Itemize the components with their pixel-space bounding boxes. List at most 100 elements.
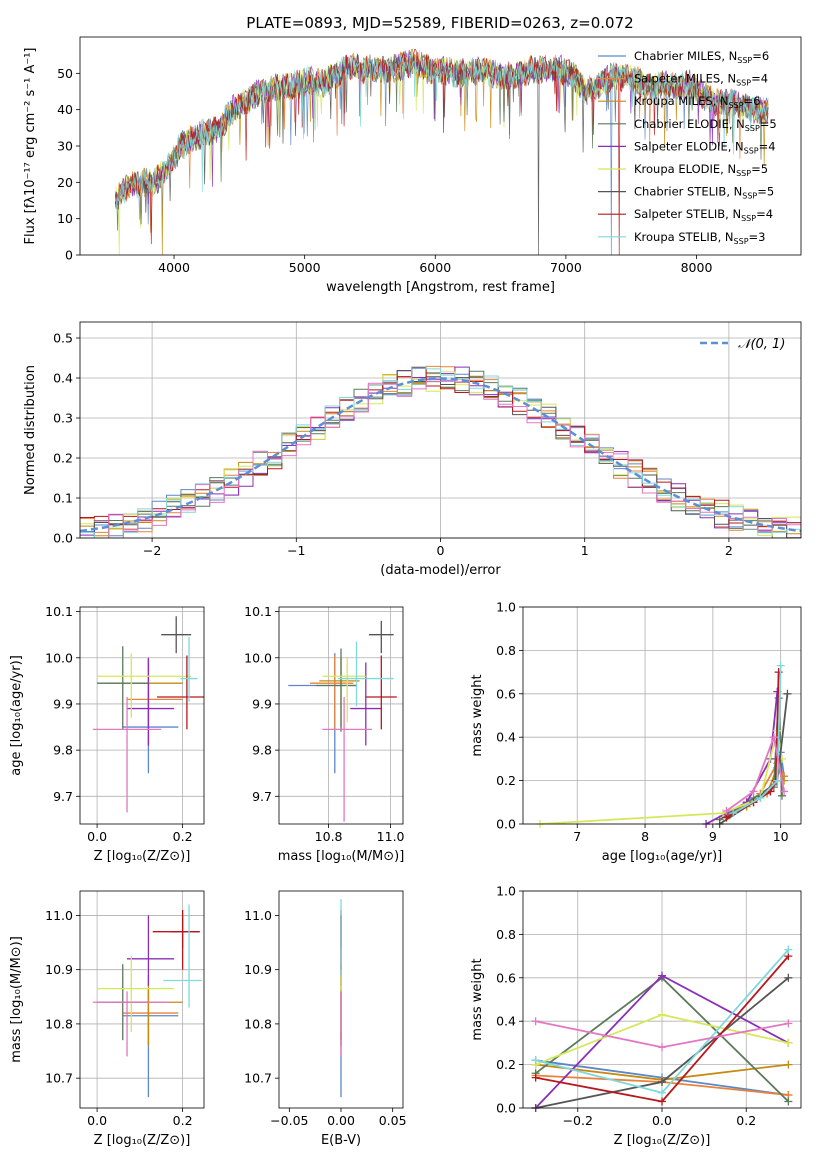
y-tick-label: 10.1 xyxy=(244,604,272,619)
mass-weight-marker xyxy=(658,1088,666,1097)
y-tick-label: 10.0 xyxy=(45,650,73,665)
mass-weight-marker xyxy=(784,1097,793,1106)
x-tick-label: 2 xyxy=(725,543,733,558)
y-tick-label: 9.7 xyxy=(53,789,73,804)
x-tick-label: 4000 xyxy=(158,260,190,275)
y-tick-label: 9.9 xyxy=(252,696,272,711)
mass-weight-marker xyxy=(749,787,758,796)
x-tick-label: 0.05 xyxy=(379,1113,407,1128)
y-tick-label: 0.2 xyxy=(496,1057,516,1072)
y-tick-label: 0.0 xyxy=(496,1101,516,1116)
mass-weight-marker xyxy=(780,787,789,796)
mass-weight-marker xyxy=(531,1073,540,1082)
y-tick-label: 1.0 xyxy=(496,884,516,899)
error-bars xyxy=(92,616,204,813)
mass-weight-marker xyxy=(778,791,787,800)
y-tick-label: 10.1 xyxy=(45,604,73,619)
residual-histograms xyxy=(80,365,801,538)
axes-frame xyxy=(79,321,802,539)
x-tick-label: 7000 xyxy=(550,260,582,275)
gaussian-reference-curve xyxy=(80,377,801,533)
y-tick-label: 0.8 xyxy=(496,927,516,942)
x-tick-label: −1 xyxy=(287,543,305,558)
x-axis-label: Z [log₁₀(Z/Z⊙)] xyxy=(614,1133,711,1148)
error-bars xyxy=(288,620,397,822)
mass-weight-marker xyxy=(776,661,785,670)
x-tick-label: −0.2 xyxy=(563,1113,593,1128)
x-tick-label: 0.00 xyxy=(327,1113,355,1128)
mass-weight-marker xyxy=(773,776,782,785)
y-axis-label: Normed distribution xyxy=(23,365,38,495)
mass-weight-marker xyxy=(784,973,793,982)
y-tick-label: 9.8 xyxy=(252,743,272,758)
error-bars xyxy=(92,904,202,1098)
x-tick-label: 9 xyxy=(709,829,717,844)
mass-weight-marker xyxy=(658,971,666,980)
mass-weight-marker xyxy=(531,1056,540,1065)
residual-histogram-step xyxy=(80,380,801,538)
legend-label: Salpeter ELODIE, NSSP=4 xyxy=(634,139,776,155)
y-tick-label: 0 xyxy=(65,248,73,263)
legend-label: 𝒩(0, 1) xyxy=(738,337,785,352)
y-tick-label: 10.0 xyxy=(244,650,272,665)
y-tick-label: 40 xyxy=(57,102,73,117)
spectrum-panel: 4000 5000 6000 7000 8000 0 10 20 30 40 50 wavelengt… xyxy=(23,36,802,295)
axes-frame xyxy=(278,606,404,825)
y-tick-label: 0.8 xyxy=(496,643,516,658)
y-tick-label: 50 xyxy=(57,66,73,81)
mass-weight-lines xyxy=(535,661,792,828)
y-tick-label: 0.6 xyxy=(496,970,516,985)
spectrum-series-line xyxy=(114,50,769,255)
x-axis-label: age [log₁₀(age/yr)] xyxy=(602,849,723,864)
x-axis-label: (data-model)/error xyxy=(380,563,501,578)
mass-weight-marker xyxy=(658,1077,666,1086)
x-tick-label: 5000 xyxy=(289,260,321,275)
y-axis-label: Flux [fλ10⁻¹⁷ erg cm⁻² s⁻¹ A⁻¹] xyxy=(23,48,38,245)
mass-weight-marker xyxy=(658,1043,666,1052)
axes-frame xyxy=(79,36,802,256)
x-axis-label: Z [log₁₀(Z/Z⊙)] xyxy=(94,1133,191,1148)
y-tick-label: 10.9 xyxy=(45,962,73,977)
mass-vs-metallicity-panel: 0.0 0.2 10.7 10.8 10.9 11.0 Z [log₁₀(Z/Z⊙)] mas… xyxy=(9,890,205,1148)
x-tick-label: 8000 xyxy=(681,260,713,275)
mass-weight-marker xyxy=(784,1038,793,1047)
y-tick-label: 10.7 xyxy=(45,1071,73,1086)
mass-weight-series-line xyxy=(732,665,782,814)
residuals-panel: −2 −1 0 1 2 0.0 0.1 0.2 0.3 0.4 0.5 (data-model)/er… xyxy=(23,321,802,578)
age-vs-mass-panel: 10.8 11.0 9.7 9.8 9.9 10.0 10.1 mass [log₁₀(M/M… xyxy=(244,604,404,864)
x-axis-label: mass [log₁₀(M/M⊙)] xyxy=(278,849,405,864)
mass-vs-extinction-panel: −0.05 0.00 0.05 10.7 10.8 10.9 11.0 E(B-V) xyxy=(244,890,407,1148)
axes-frame xyxy=(522,890,802,1109)
mass-weight-marker xyxy=(756,793,765,802)
x-tick-label: 0.0 xyxy=(652,1113,672,1128)
mass-weight-lines xyxy=(531,945,793,1112)
legend-label: Chabrier MILES, NSSP=6 xyxy=(634,49,769,65)
y-tick-label: 0.2 xyxy=(496,773,516,788)
mass-weight-marker xyxy=(784,945,793,954)
mass-weight-marker xyxy=(531,1017,540,1026)
mass-weight-marker xyxy=(729,809,738,818)
mass-weight-marker xyxy=(784,1060,793,1069)
y-tick-label: 0.4 xyxy=(496,1014,516,1029)
y-tick-label: 10 xyxy=(57,211,73,226)
legend-label: Kroupa ELODIE, NSSP=5 xyxy=(634,162,768,178)
x-axis-label: wavelength [Angstrom, rest frame] xyxy=(326,280,555,295)
x-tick-label: 0 xyxy=(437,543,445,558)
spectrum-series-line xyxy=(114,50,769,211)
y-tick-label: 0.6 xyxy=(496,686,516,701)
legend-label: Chabrier ELODIE, NSSP=5 xyxy=(634,117,777,133)
y-axis-label: age [log₁₀(age/yr)] xyxy=(9,655,24,776)
y-tick-label: 11.0 xyxy=(244,908,272,923)
mass-weight-vs-metallicity-panel: −0.2 0.0 0.2 0.0 0.2 0.4 0.6 0.8 1.0 Z [log₁₀(Z/Z… xyxy=(470,884,802,1148)
mass-weight-marker xyxy=(658,1097,666,1106)
y-tick-label: 0.4 xyxy=(53,371,73,386)
spectrum-title: PLATE=0893, MJD=52589, FIBERID=0263, z=0… xyxy=(246,14,633,32)
x-tick-label: 0.0 xyxy=(87,829,107,844)
mass-weight-marker xyxy=(784,1019,793,1028)
axes-frame xyxy=(278,890,404,1109)
x-tick-label: 0.0 xyxy=(87,1113,107,1128)
x-tick-label: 6000 xyxy=(419,260,451,275)
x-axis-label: Z [log₁₀(Z/Z⊙)] xyxy=(94,849,191,864)
mass-weight-vs-age-panel: 7 8 9 10 0.0 0.2 0.4 0.6 0.8 1.0 age [log₁₀(age/yr… xyxy=(470,600,802,864)
